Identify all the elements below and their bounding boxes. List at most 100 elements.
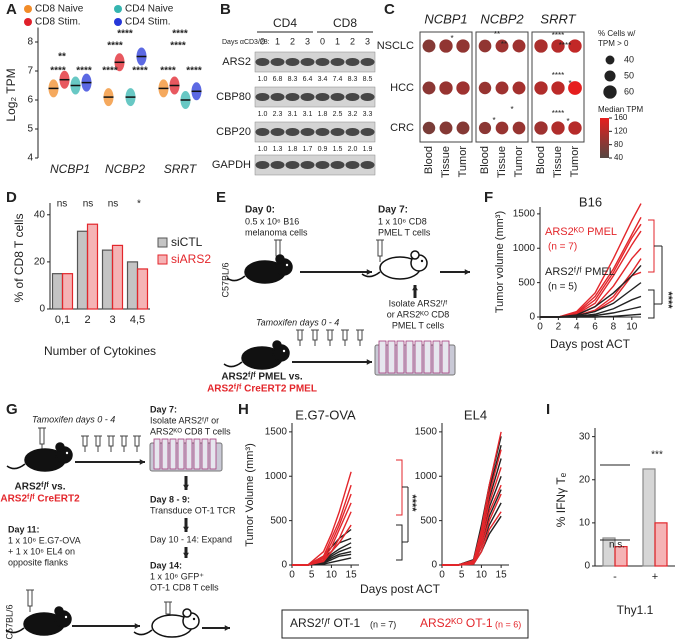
quant-label: 8.5 bbox=[363, 76, 373, 83]
column-label: Tissue bbox=[496, 146, 508, 178]
tube bbox=[201, 438, 209, 470]
mouse-ear bbox=[275, 254, 285, 264]
quant-label: 1.0 bbox=[258, 76, 268, 83]
mouse-ear bbox=[55, 442, 65, 452]
quant-label: 3.1 bbox=[303, 111, 313, 118]
legend-marker bbox=[24, 5, 32, 13]
arrow-head bbox=[183, 552, 189, 558]
step-text: melanoma cells bbox=[245, 227, 308, 237]
significance: **** bbox=[107, 41, 123, 52]
gene-box bbox=[475, 31, 529, 143]
column-label: Blood bbox=[479, 146, 491, 174]
syringe bbox=[121, 435, 127, 447]
blot-band bbox=[330, 93, 345, 101]
legend-label: CD8 Stim. bbox=[35, 17, 81, 28]
legend-label: 40 bbox=[614, 153, 623, 162]
step-text: Day 10 - 14: Expand bbox=[150, 534, 232, 544]
color-bar bbox=[600, 118, 609, 158]
step-text: opposite flanks bbox=[8, 557, 69, 567]
significance: ns bbox=[57, 199, 68, 210]
day-label: 1 bbox=[275, 36, 280, 46]
step-text: Transduce OT-1 TCR bbox=[150, 505, 236, 515]
row-label: CRC bbox=[390, 122, 414, 134]
step-text: + 1 x 10⁶ EL4 on bbox=[8, 546, 75, 556]
y-tick-label: 1000 bbox=[265, 471, 288, 482]
quant-label: 1.8 bbox=[318, 111, 328, 118]
blot-band bbox=[315, 58, 330, 66]
legend-marker bbox=[24, 18, 32, 26]
x-tick-label: 0 bbox=[537, 322, 543, 333]
column-label: Tumor bbox=[513, 146, 525, 178]
legend-title: TPM > 0 bbox=[598, 39, 629, 48]
blot-band bbox=[285, 58, 300, 66]
quant-label: 3.4 bbox=[318, 76, 328, 83]
mouse-eye bbox=[192, 617, 196, 621]
mouse-eye bbox=[65, 451, 69, 455]
bracket bbox=[648, 289, 655, 319]
bar bbox=[126, 261, 139, 310]
significance: * bbox=[450, 34, 453, 43]
column-label: Blood bbox=[535, 146, 547, 174]
legend-label: siARS2 bbox=[171, 252, 211, 266]
blot-band bbox=[300, 161, 315, 169]
significance: **** bbox=[117, 29, 133, 40]
day-label: 1 bbox=[335, 36, 340, 46]
category-label: 4,5 bbox=[130, 314, 145, 326]
dot bbox=[439, 81, 453, 95]
y-tick-label: 40 bbox=[34, 209, 46, 220]
blot-strip bbox=[254, 121, 376, 143]
y-tick-label: 4 bbox=[27, 153, 33, 164]
growth-line bbox=[442, 511, 502, 566]
row-label: CBP20 bbox=[216, 126, 251, 138]
dot bbox=[456, 81, 470, 95]
quant-label: 8.3 bbox=[288, 76, 298, 83]
dot bbox=[568, 81, 582, 95]
dot bbox=[534, 121, 548, 135]
category-label: NCBP2 bbox=[105, 162, 145, 176]
y-tick-label: 7 bbox=[27, 66, 33, 77]
significance: * bbox=[510, 105, 513, 114]
mouse-tail bbox=[6, 463, 26, 470]
step-text: Day 14: bbox=[150, 560, 182, 570]
blot-band bbox=[330, 58, 345, 66]
dot bbox=[512, 81, 526, 95]
arrow-head bbox=[183, 484, 189, 490]
dot bbox=[534, 81, 548, 95]
blot-band bbox=[270, 128, 285, 136]
arrow-head bbox=[412, 285, 418, 291]
legend-label: 160 bbox=[614, 113, 628, 122]
blot-band bbox=[360, 128, 375, 136]
bar bbox=[101, 249, 114, 310]
arrow-head bbox=[139, 459, 145, 465]
blot-strip bbox=[254, 51, 376, 73]
y-tick-label: 1000 bbox=[415, 471, 438, 482]
step-text: OT-1 CD8 T cells bbox=[150, 582, 219, 592]
significance: ns bbox=[108, 199, 119, 210]
row-label: GAPDH bbox=[212, 159, 251, 171]
mouse-eye bbox=[420, 259, 424, 263]
panel-label: D bbox=[6, 189, 17, 206]
bar bbox=[86, 223, 99, 310]
blot-band bbox=[285, 128, 300, 136]
tube bbox=[209, 438, 217, 470]
dot bbox=[512, 121, 526, 135]
blot-band bbox=[345, 128, 360, 136]
row-label: HCC bbox=[390, 82, 414, 94]
category-label: 2 bbox=[84, 314, 90, 326]
syringe bbox=[297, 329, 303, 341]
bar bbox=[51, 273, 64, 310]
blot-strip bbox=[254, 154, 376, 176]
arrow-head bbox=[366, 359, 372, 365]
blot-band bbox=[255, 161, 270, 169]
y-tick-label: 500 bbox=[270, 515, 287, 526]
blot-band bbox=[345, 93, 360, 101]
panel-label: H bbox=[238, 401, 249, 418]
size-key bbox=[605, 55, 615, 65]
blot-band bbox=[300, 128, 315, 136]
panel-label: I bbox=[546, 401, 550, 418]
y-tick-label: 500 bbox=[518, 277, 535, 288]
quant-label: 1.8 bbox=[288, 146, 298, 153]
x-axis-label: Number of Cytokines bbox=[44, 344, 156, 358]
chart-title: EL4 bbox=[464, 407, 487, 422]
